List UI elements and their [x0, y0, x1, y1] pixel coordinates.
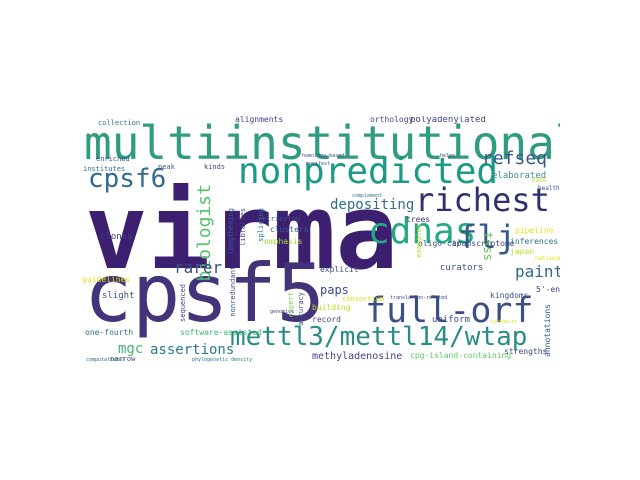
cloud-word: pipeline [515, 226, 554, 235]
cloud-word: full-orf [365, 291, 534, 331]
cloud-word: national [535, 255, 560, 262]
cloud-word: transcriptome [452, 239, 515, 248]
cloud-word: kinds [204, 163, 226, 171]
cloud-word: polyadenylated [410, 116, 486, 125]
cloud-word: cdnas [368, 211, 477, 252]
cloud-word: cpsf6 [88, 164, 167, 194]
cloud-word: methyladenosine [312, 351, 403, 362]
cloud-word: one-fourth [85, 328, 134, 337]
cloud-word: accuracy [297, 292, 305, 326]
cloud-word: institutes [83, 165, 126, 173]
cloud-word: alignments [235, 116, 284, 124]
cloud-word: explicit [320, 265, 359, 274]
cloud-word: multiinstitutional [84, 116, 560, 170]
cloud-word: elaborated [492, 171, 547, 181]
cloud-word: narrow [110, 355, 136, 363]
cloud-word: orthology [370, 116, 414, 124]
cloud-word: lengthening [227, 208, 235, 255]
cloud-word: emphasis [264, 237, 303, 246]
cloud-word: kingdoms [490, 291, 529, 300]
cloud-word: japan [510, 247, 535, 256]
cloud-word: paint [515, 262, 560, 281]
cloud-word: health [538, 185, 560, 192]
cloud-word: cpg-island-containing [410, 351, 512, 360]
cloud-word: translation-related [390, 295, 448, 301]
cloud-word: trees [406, 215, 431, 224]
cloud-word: guidelines [82, 275, 131, 284]
cloud-word: record [312, 315, 341, 324]
cloud-word: strengths [504, 347, 548, 356]
cloud-word: computational [86, 357, 126, 363]
cloud-word: tsss [481, 232, 495, 261]
cloud-word: clusters [270, 225, 309, 234]
cloud-word: oligo-cap [418, 239, 462, 248]
cloud-word: consortium [342, 295, 385, 303]
cloud-word: virma [85, 171, 399, 293]
cloud-word: richest [415, 181, 550, 219]
cloud-word: flj [458, 218, 516, 256]
cloud-word: software-assisted [180, 328, 262, 337]
cloud-word: mettl3/mettl14/wtap [230, 322, 528, 352]
cloud-word: cpsf5 [84, 247, 325, 340]
cloud-word: complement [352, 193, 383, 199]
cloud-word: 5'-end [536, 285, 560, 294]
cloud-word: sequenced [179, 284, 187, 322]
cloud-word: nonredundant [229, 266, 237, 317]
cloud-word: nonpredicted [238, 151, 499, 192]
cloud-word: inferences [510, 237, 559, 246]
cloud-word: helps [440, 153, 456, 159]
cloud-word: uniform [432, 315, 470, 325]
cloud-word: retrieving [258, 215, 301, 223]
cloud-word: peak [158, 163, 175, 171]
cloud-word: assertions [150, 342, 235, 358]
cloud-word: depositing [330, 197, 415, 213]
cloud-word: curators [440, 263, 484, 273]
cloud-word: examples [415, 224, 423, 258]
cloud-word: date [532, 177, 547, 184]
cloud-word: libraries [239, 208, 247, 246]
cloud-word: paps [320, 283, 349, 297]
cloud-word: clones [100, 232, 133, 242]
cloud-word: homology-based [302, 153, 345, 159]
cloud-word: phylogenetic density [192, 357, 253, 363]
cloud-word: refseq [482, 148, 548, 169]
cloud-word: manifest [306, 161, 331, 167]
cloud-word: collection [98, 119, 141, 127]
cloud-word: enriched [96, 155, 130, 163]
cloud-word: slight [102, 291, 135, 301]
cloud-word: building [312, 303, 351, 312]
cloud-word: mgc [118, 341, 144, 357]
word-cloud: virma cpsf5 multiinstitutional nonpredic… [80, 116, 560, 366]
cloud-word: rarer [174, 258, 223, 277]
cloud-word: synthesis [490, 319, 518, 325]
cloud-word: genomics [270, 309, 295, 315]
